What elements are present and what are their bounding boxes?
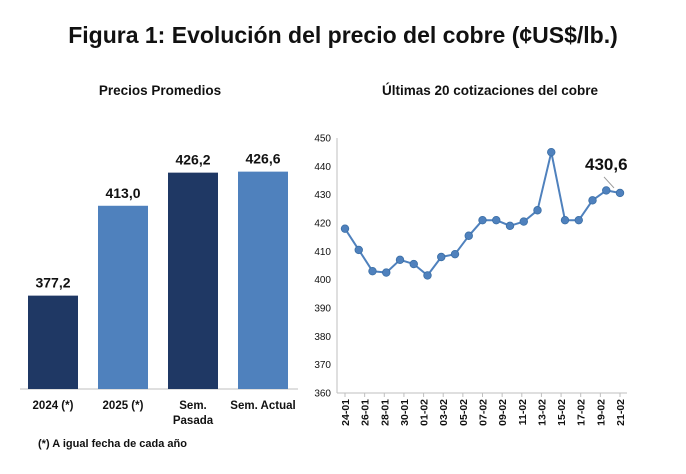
- bar-3: [168, 172, 218, 389]
- bar-chart-title: Precios Promedios: [98, 83, 222, 98]
- bar-value-label-1: 377,2: [35, 275, 70, 291]
- bar-value-label-2: 413,0: [105, 185, 140, 201]
- price-series-line: [344, 151, 621, 277]
- price-point: [560, 215, 570, 225]
- price-point: [615, 188, 625, 198]
- x-tick-label: 24-01: [340, 399, 352, 426]
- y-tick-label: 390: [314, 304, 331, 315]
- price-point: [505, 221, 515, 231]
- x-tick-label: 17-02: [576, 399, 588, 426]
- x-tick-label: 30-01: [399, 399, 411, 426]
- y-tick-label: 360: [314, 389, 331, 400]
- x-tick-label: 09-02: [497, 399, 509, 426]
- bar-value-label-3: 426,2: [175, 152, 210, 168]
- line-chart-title: Últimas 20 cotizaciones del cobre: [381, 83, 599, 98]
- x-tick-label: 28-01: [379, 399, 391, 426]
- price-point: [423, 271, 432, 280]
- bar-category-label-3: Pasada: [173, 415, 214, 427]
- last-value-label: 430,6: [585, 155, 628, 174]
- y-tick-label: 410: [314, 247, 331, 258]
- bar-4: [238, 171, 288, 389]
- price-point: [450, 249, 460, 259]
- price-point: [588, 196, 597, 205]
- footnote: (*) A igual fecha de cada año: [38, 438, 187, 450]
- x-tick-label: 19-02: [595, 399, 607, 426]
- x-tick-label: 07-02: [478, 399, 490, 426]
- price-point: [602, 186, 611, 195]
- y-tick-label: 450: [314, 134, 331, 145]
- bar-category-label-4: Sem. Actual: [230, 400, 295, 412]
- price-point: [478, 215, 487, 225]
- x-tick-label: 21-02: [615, 399, 627, 426]
- y-tick-label: 380: [314, 332, 331, 343]
- price-point: [464, 231, 473, 240]
- price-point: [574, 215, 583, 225]
- price-point: [382, 268, 391, 277]
- bar-2: [98, 205, 148, 389]
- price-point: [533, 206, 542, 215]
- price-point: [492, 215, 501, 225]
- x-tick-label: 11-02: [517, 399, 529, 425]
- x-tick-label: 13-02: [536, 399, 548, 426]
- y-tick-label: 370: [314, 360, 331, 371]
- price-point: [395, 255, 405, 265]
- x-tick-label: 01-02: [419, 399, 431, 426]
- x-tick-label: 15-02: [556, 399, 568, 426]
- y-tick-label: 430: [314, 190, 331, 201]
- y-tick-label: 420: [314, 219, 331, 230]
- bar-category-label-1: 2024 (*): [33, 400, 74, 412]
- bar-category-label-3: Sem.: [179, 400, 207, 412]
- bar-value-label-4: 426,6: [245, 151, 280, 167]
- price-point: [437, 252, 446, 262]
- page-title: Figura 1: Evolución del precio del cobre…: [68, 22, 618, 48]
- price-point: [409, 259, 418, 269]
- price-point: [547, 147, 556, 157]
- x-tick-label: 05-02: [458, 399, 470, 426]
- y-tick-label: 440: [314, 162, 331, 173]
- y-tick-label: 400: [314, 275, 331, 286]
- bar-category-label-2: 2025 (*): [103, 400, 144, 412]
- price-point: [368, 266, 377, 276]
- price-point: [519, 217, 528, 226]
- bar-1: [28, 295, 78, 389]
- x-tick-label: 26-01: [360, 399, 372, 426]
- last-value-leader: [603, 176, 615, 189]
- price-point: [354, 245, 363, 255]
- x-tick-label: 03-02: [438, 399, 450, 426]
- price-point: [340, 224, 350, 233]
